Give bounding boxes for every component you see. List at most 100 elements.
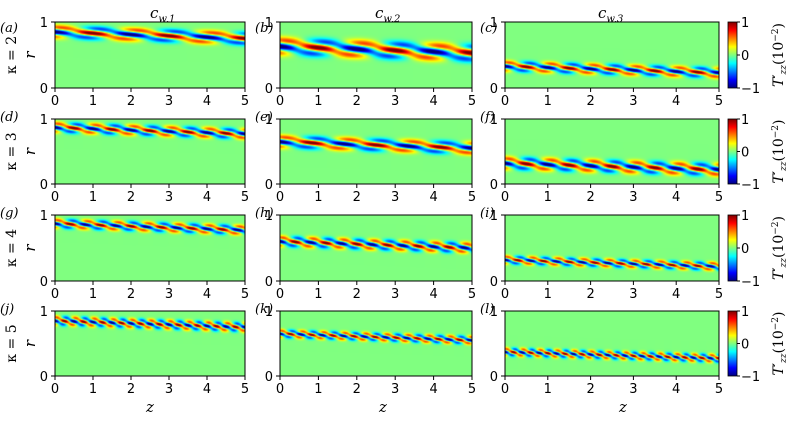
panel-frame	[54, 21, 246, 89]
y-tick-label: 0	[40, 82, 48, 97]
panel-e: (e) 0 1 2 3 4 5 0 1	[255, 110, 476, 205]
x-tick-label: 1	[544, 94, 552, 109]
x-tick-label: 2	[586, 287, 594, 302]
column-title-3: cw,3	[598, 4, 623, 25]
panel-label: (a)	[0, 21, 18, 36]
x-tick-label: 4	[672, 94, 680, 109]
x-tick-label: 1	[89, 190, 97, 205]
x-tick-label: 1	[544, 382, 552, 397]
x-tick-label: 3	[391, 382, 399, 397]
heatmap-image	[55, 119, 245, 184]
x-tick-label: 1	[314, 94, 322, 109]
colorbar-tick-label: 1	[741, 305, 749, 320]
x-tick-label: 3	[391, 287, 399, 302]
column-title-2: cw,2	[375, 4, 400, 25]
x-tick-label: 3	[391, 94, 399, 109]
x-tick-label: 2	[127, 190, 135, 205]
row-label-kappa: κ = 2	[4, 36, 20, 74]
y-tick-label: 1	[40, 305, 48, 320]
y-tick-label: 0	[490, 82, 498, 97]
x-tick-label: 5	[715, 287, 723, 302]
panel-f: (f) 0 1 2 3 4 5 0 1	[480, 110, 723, 205]
heatmap-image	[505, 22, 719, 88]
panel-frame	[279, 310, 473, 377]
colorbar-tick-label: 0	[741, 242, 749, 257]
panel-label: (l)	[480, 302, 494, 317]
x-tick-label: 2	[127, 382, 135, 397]
colorbar-tick-label: 0	[741, 146, 749, 161]
y-tick-label: 1	[40, 16, 48, 31]
xlabel-col-1: z	[145, 398, 154, 416]
colorbar-tick-label: 1	[741, 209, 749, 224]
panel-frame	[504, 214, 720, 282]
x-tick-label: 3	[629, 382, 637, 397]
colorbar-row-3: 1 0 −1 T′zz(10−2)	[727, 209, 789, 290]
y-tick-label: 1	[490, 16, 498, 31]
x-tick-label: 1	[314, 382, 322, 397]
x-tick-label: 4	[672, 287, 680, 302]
x-tick-label: 0	[276, 94, 284, 109]
colorbar-tick-label: 0	[741, 338, 749, 353]
row-label-kappa: κ = 5	[4, 324, 20, 362]
y-tick-label: 0	[40, 275, 48, 290]
x-tick-label: 2	[586, 382, 594, 397]
y-tick-label: 0	[490, 370, 498, 385]
panel-label: (f)	[480, 110, 495, 125]
x-tick-label: 5	[241, 94, 249, 109]
x-tick-label: 4	[672, 382, 680, 397]
y-tick-label: 1	[265, 113, 273, 128]
y-tick-label: 1	[490, 113, 498, 128]
y-tick-label: 1	[265, 16, 273, 31]
xlabel-col-2: z	[378, 398, 387, 416]
panel-frame	[54, 310, 246, 377]
y-tick-label: 1	[490, 209, 498, 224]
colorbar-row-2: 1 0 −1 T′zz(10−2)	[727, 113, 789, 193]
colorbar-label: T′zz(10−2)	[771, 23, 789, 87]
x-tick-label: 4	[672, 190, 680, 205]
heatmap-image	[505, 215, 719, 281]
ylabel-r: r	[21, 147, 39, 155]
x-tick-label: 4	[203, 94, 211, 109]
x-tick-label: 5	[468, 382, 476, 397]
panel-label: (d)	[0, 110, 18, 125]
panel-label: (j)	[0, 302, 14, 317]
x-tick-label: 4	[429, 94, 437, 109]
panel-label: (g)	[0, 206, 18, 221]
panel-label: (c)	[480, 21, 497, 36]
x-tick-label: 1	[544, 287, 552, 302]
x-tick-label: 5	[241, 190, 249, 205]
x-tick-label: 0	[276, 287, 284, 302]
x-tick-label: 4	[203, 287, 211, 302]
panel-frame	[504, 310, 720, 377]
y-tick-label: 1	[265, 209, 273, 224]
x-tick-label: 3	[165, 287, 173, 302]
x-axis-titles: z z z	[145, 398, 627, 416]
ylabel-r: r	[21, 244, 39, 252]
colorbar-tick-label: −1	[741, 82, 760, 97]
panel-l: (l) 0 1 2 3 4 5 0 1	[480, 302, 723, 397]
x-tick-label: 2	[353, 287, 361, 302]
y-tick-label: 0	[265, 178, 273, 193]
x-tick-label: 4	[203, 190, 211, 205]
y-tick-label: 0	[490, 275, 498, 290]
panel-frame	[279, 118, 473, 185]
colorbar-gradient	[727, 310, 738, 377]
x-tick-label: 1	[89, 287, 97, 302]
x-tick-label: 1	[89, 94, 97, 109]
panel-frame	[504, 21, 720, 89]
x-tick-label: 5	[241, 287, 249, 302]
colorbar-label: T′zz(10−2)	[771, 216, 789, 280]
x-tick-label: 5	[241, 382, 249, 397]
colorbar-label: T′zz(10−2)	[771, 311, 789, 375]
x-tick-label: 5	[468, 190, 476, 205]
x-tick-label: 1	[544, 190, 552, 205]
x-tick-label: 0	[501, 382, 509, 397]
x-tick-label: 2	[586, 190, 594, 205]
colorbars-layer: 1 0 −1 T′zz(10−2) 1 0 −1 T′zz(10−2) 1 0 −1 T′zz(10−…	[727, 16, 789, 385]
x-tick-label: 0	[51, 287, 59, 302]
panel-label: (i)	[480, 206, 494, 221]
x-tick-label: 5	[715, 190, 723, 205]
x-tick-label: 0	[51, 94, 59, 109]
